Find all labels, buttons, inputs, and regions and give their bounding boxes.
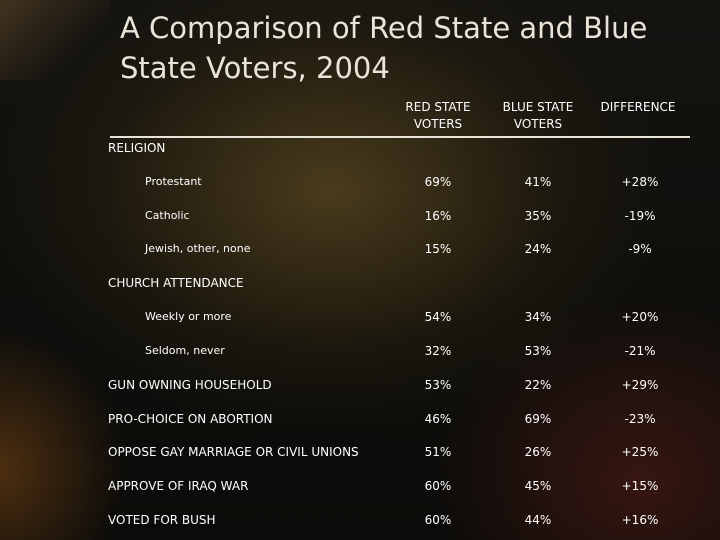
row-label: Weekly or more [145,310,232,323]
red-value: 60% [424,513,452,527]
blue-value: 44% [524,513,552,527]
header-divider [110,136,690,138]
column-header-blue: BLUE STATE VOTERS [502,100,574,131]
table-row: APPROVE OF IRAQ WAR 60% 45% +15% [0,476,720,496]
row-label: OPPOSE GAY MARRIAGE OR CIVIL UNIONS [108,445,359,459]
difference-value: -19% [624,209,656,223]
blue-value: 34% [524,310,552,324]
difference-value: -21% [624,344,656,358]
difference-value: -9% [628,242,652,256]
red-value: 69% [424,175,452,189]
section-label: RELIGION [108,141,166,155]
table-row: GUN OWNING HOUSEHOLD 53% 22% +29% [0,375,720,395]
row-label: Catholic [145,209,190,222]
row-label: Protestant [145,175,202,188]
slide-title: A Comparison of Red State and Blue State… [120,11,648,85]
section-row-religion: RELIGION [0,138,720,158]
red-value: 46% [424,412,452,426]
table-row: Catholic 16% 35% -19% [0,206,720,226]
red-value: 16% [424,209,452,223]
difference-value: +25% [621,445,659,459]
section-row-church-attendance: CHURCH ATTENDANCE [0,273,720,293]
table-row: Weekly or more 54% 34% +20% [0,307,720,327]
table-row: Jewish, other, none 15% 24% -9% [0,239,720,259]
table-row: VOTED FOR BUSH 60% 44% +16% [0,510,720,530]
difference-value: +20% [621,310,659,324]
difference-value: +16% [621,513,659,527]
blue-value: 53% [524,344,552,358]
blue-value: 26% [524,445,552,459]
table-row: PRO-CHOICE ON ABORTION 46% 69% -23% [0,409,720,429]
difference-value: -23% [624,412,656,426]
red-value: 15% [424,242,452,256]
column-header-red: RED STATE VOTERS [405,100,471,131]
row-label: GUN OWNING HOUSEHOLD [108,378,272,392]
blue-value: 22% [524,378,552,392]
row-label: Seldom, never [145,344,225,357]
row-label: VOTED FOR BUSH [108,513,216,527]
blue-value: 69% [524,412,552,426]
difference-value: +28% [621,175,659,189]
difference-value: +15% [621,479,659,493]
blue-value: 35% [524,209,552,223]
difference-value: +29% [621,378,659,392]
table-row: Protestant 69% 41% +28% [0,172,720,192]
blue-value: 41% [524,175,552,189]
red-value: 60% [424,479,452,493]
red-value: 32% [424,344,452,358]
corner-decoration [0,0,110,80]
row-label: PRO-CHOICE ON ABORTION [108,412,273,426]
blue-value: 45% [524,479,552,493]
blue-value: 24% [524,242,552,256]
section-label: CHURCH ATTENDANCE [108,276,244,290]
red-value: 54% [424,310,452,324]
table-row: OPPOSE GAY MARRIAGE OR CIVIL UNIONS 51% … [0,442,720,462]
column-header-difference: DIFFERENCE [600,100,676,114]
row-label: Jewish, other, none [145,242,251,255]
red-value: 53% [424,378,452,392]
red-value: 51% [424,445,452,459]
table-row: Seldom, never 32% 53% -21% [0,341,720,361]
row-label: APPROVE OF IRAQ WAR [108,479,249,493]
